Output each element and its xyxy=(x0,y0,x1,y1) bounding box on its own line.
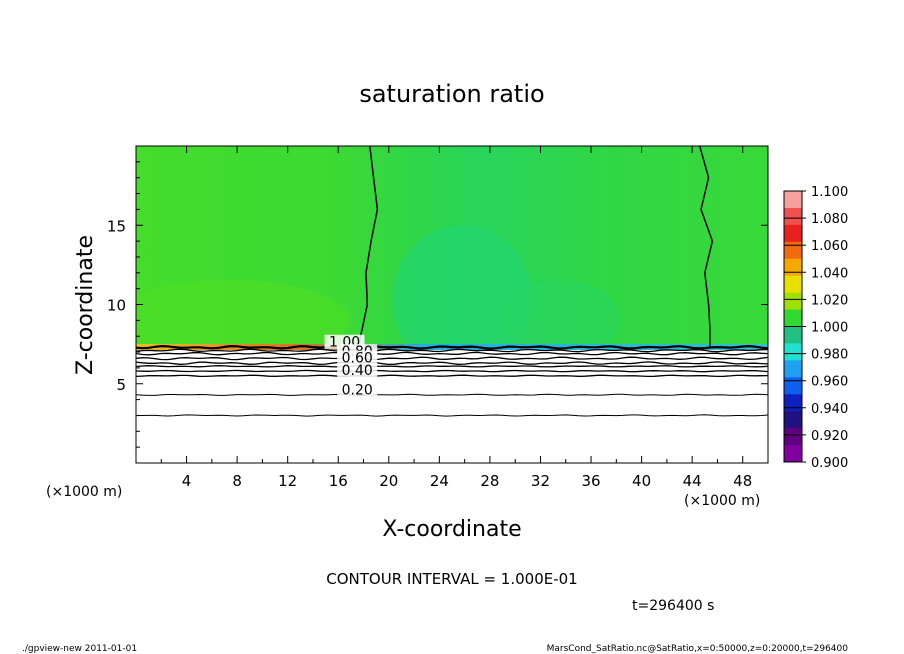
colorbar-labels: 1.100 1.080 1.060 1.040 1.020 1.000 0.980 0.960… xyxy=(811,185,848,471)
contour-lines xyxy=(136,146,768,417)
x-tick-label: 32 xyxy=(531,472,550,490)
colorbar-swatch xyxy=(784,224,802,243)
colorbar-swatch xyxy=(784,360,802,378)
colorbar-swatch xyxy=(784,343,802,361)
footer-left: ./gpview-new 2011-01-01 xyxy=(22,644,137,654)
colorbar-swatch xyxy=(784,191,802,209)
x-tick-label: 20 xyxy=(379,472,398,490)
contour-line xyxy=(136,348,768,353)
x-tick-label: 24 xyxy=(430,472,449,490)
x-axis-label: X-coordinate xyxy=(382,517,521,542)
contour-vertical-line-2 xyxy=(698,146,714,348)
teal-plume-2 xyxy=(500,280,620,360)
colorbar-label: 0.940 xyxy=(811,402,848,417)
contour-label-bg xyxy=(337,382,378,397)
x-tick-label: 36 xyxy=(581,472,600,490)
contour-label: 0.20 xyxy=(342,382,373,398)
contour-label: 0.60 xyxy=(342,351,373,367)
x-tick-label: 28 xyxy=(480,472,499,490)
contour-line xyxy=(136,351,768,356)
colorbar-swatch xyxy=(784,241,802,260)
contour-line xyxy=(136,361,768,366)
colorbar-label: 0.960 xyxy=(811,375,848,390)
footer-right: MarsCond_SatRatio.nc@SatRatio,x=0:50000,… xyxy=(547,644,849,654)
colorbar-swatch xyxy=(784,428,802,446)
colorbar-swatch xyxy=(784,326,802,344)
colorbar-swatch xyxy=(784,445,802,463)
x-tick-label: 40 xyxy=(632,472,651,490)
colorbar-label: 0.980 xyxy=(811,348,848,363)
x-tick-label: 8 xyxy=(232,472,242,490)
contour-boundary xyxy=(136,344,768,350)
colorbar-label: 1.080 xyxy=(811,212,848,227)
y-axis-unit: (×1000 m) xyxy=(46,484,122,500)
colorbar-label: 1.040 xyxy=(811,266,848,281)
lime-patch xyxy=(136,280,350,360)
contour-label: 0.40 xyxy=(342,363,373,379)
lower-field xyxy=(136,350,768,463)
x-tick-label: 16 xyxy=(329,472,348,490)
y-tick-label: 15 xyxy=(107,217,126,235)
contour-interval-text: CONTOUR INTERVAL = 1.000E-01 xyxy=(326,570,577,588)
contour-line xyxy=(136,393,768,396)
colorbar-swatch xyxy=(784,377,802,395)
colorbar-swatch xyxy=(784,258,802,277)
x-tick-label: 12 xyxy=(278,472,297,490)
x-tick-label: 44 xyxy=(683,472,702,490)
colorbar-swatch xyxy=(784,275,802,294)
y-tick-label: 5 xyxy=(116,376,126,394)
contour-label-bg xyxy=(337,363,378,378)
y-tick-labels: 5 10 15 xyxy=(107,217,126,394)
colorbar-label: 0.900 xyxy=(811,456,848,471)
contour-line xyxy=(136,369,768,373)
contour-line xyxy=(136,356,768,361)
contour-line xyxy=(136,365,768,368)
colorbar-label: 1.020 xyxy=(811,293,848,308)
time-text: t=296400 s xyxy=(632,598,714,614)
plot-field xyxy=(136,146,768,463)
teal-plume xyxy=(392,225,532,375)
colorbar-swatch xyxy=(784,394,802,412)
contour-label-bg xyxy=(337,350,378,365)
x-tick-label: 48 xyxy=(733,472,752,490)
colorbar xyxy=(783,190,806,463)
axis-ticks xyxy=(136,146,768,463)
colorbar-swatch xyxy=(784,207,802,226)
colorbar-label: 0.920 xyxy=(811,429,848,444)
colorbar-swatch xyxy=(784,309,802,327)
contour-line xyxy=(136,414,768,417)
contour-line xyxy=(136,374,768,378)
contour-labels: 1.000.800.600.400.20 xyxy=(324,334,378,398)
contour-vertical-line-1 xyxy=(357,146,379,346)
chart-title: saturation ratio xyxy=(359,80,544,108)
colorbar-swatch xyxy=(784,292,802,311)
x-tick-labels: 4 8 12 16 20 24 28 32 36 40 44 48 xyxy=(182,472,752,490)
colorbar-label: 1.060 xyxy=(811,239,848,254)
colorbar-swatch xyxy=(784,411,802,429)
y-tick-label: 10 xyxy=(107,297,126,315)
x-tick-label: 4 xyxy=(182,472,192,490)
colorbar-label: 1.100 xyxy=(811,185,848,200)
colorbar-label: 1.000 xyxy=(811,321,848,336)
x-axis-unit: (×1000 m) xyxy=(684,493,760,509)
y-axis-label: Z-coordinate xyxy=(73,235,98,375)
